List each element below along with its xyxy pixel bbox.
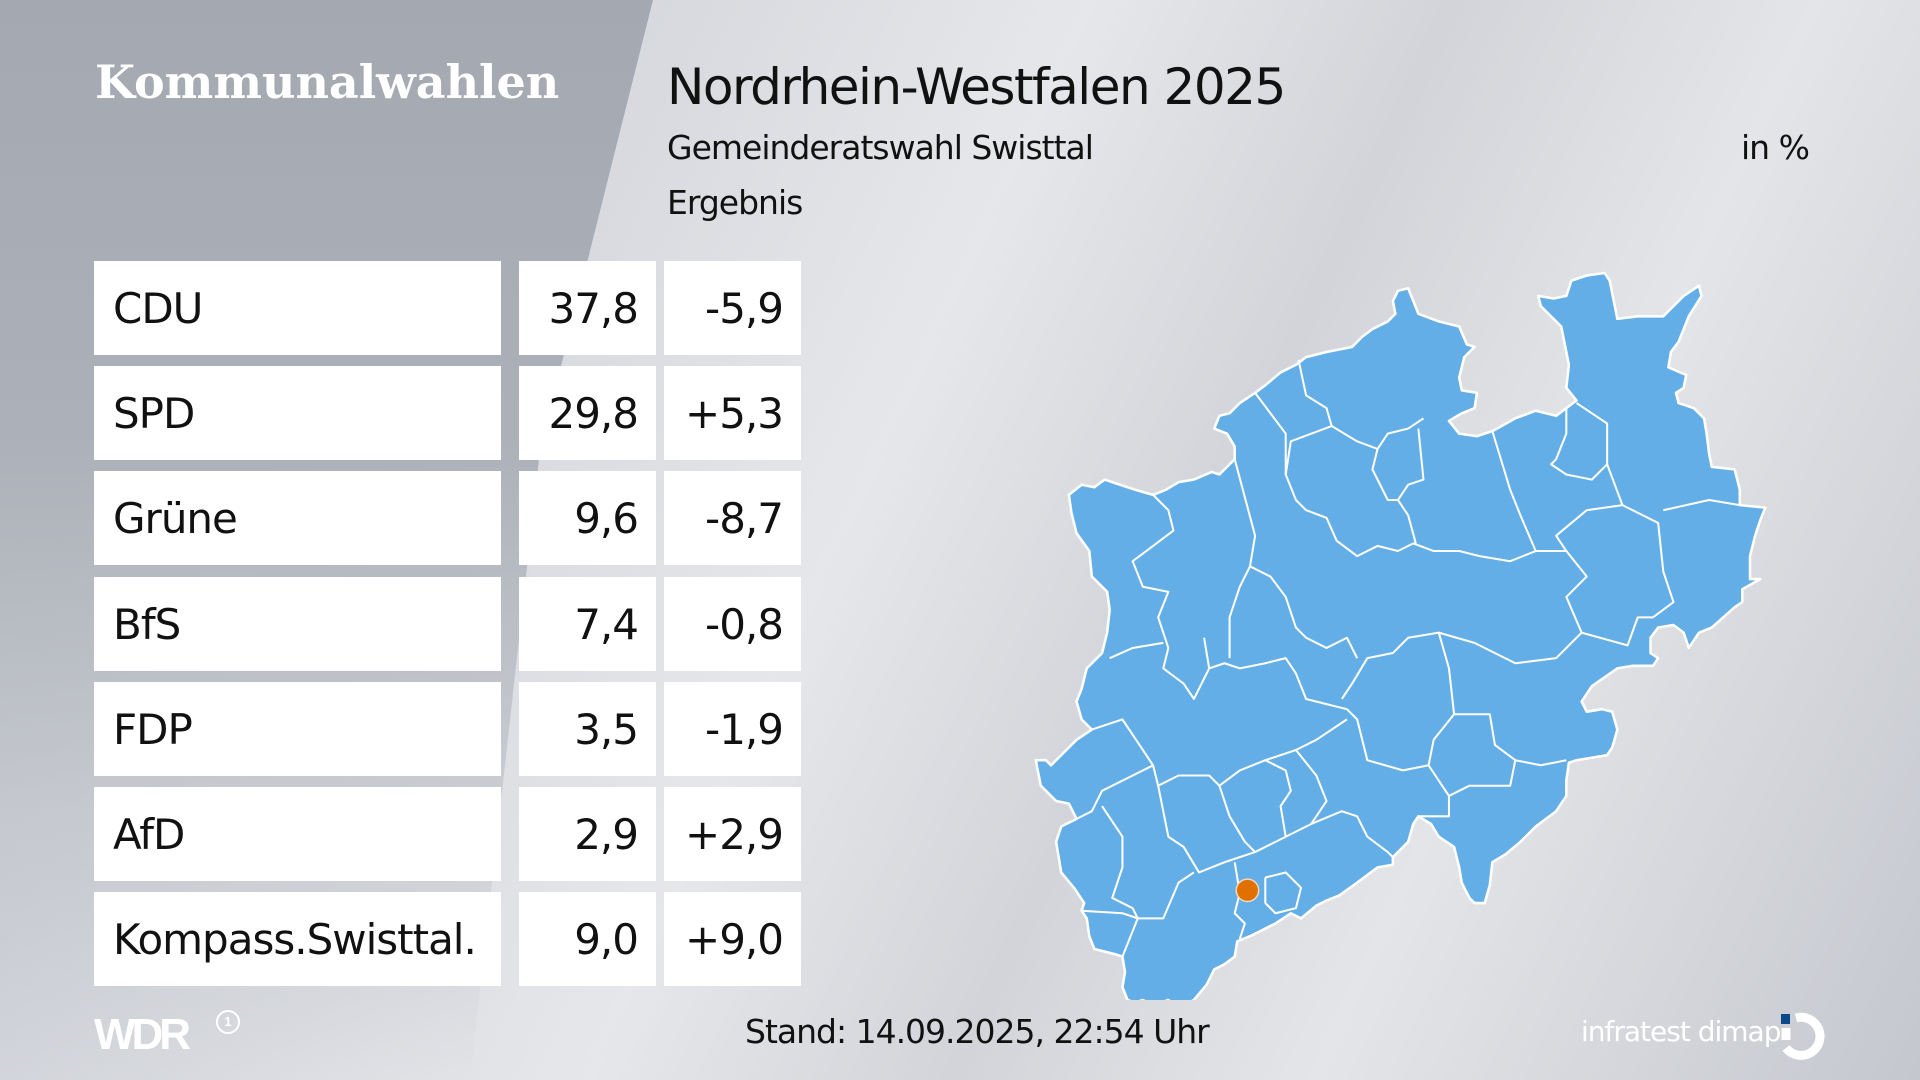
party-change: -0,8: [664, 577, 801, 671]
nrw-state-shape: [1034, 271, 1767, 1000]
timestamp: Stand: 14.09.2025, 22:54 Uhr: [745, 1012, 1210, 1051]
wdr-wordmark: WDR: [94, 1010, 191, 1059]
party-share: 7,4: [519, 577, 656, 671]
infratest-dimap-logo-icon: [1781, 1012, 1825, 1060]
party-change: -5,9: [664, 261, 801, 355]
result-label: Ergebnis: [667, 183, 803, 222]
party-name: CDU: [94, 261, 501, 355]
party-share: 29,8: [519, 366, 656, 460]
party-change: -1,9: [664, 682, 801, 776]
wdr-logo: WDR 1: [94, 1010, 240, 1060]
party-share: 9,0: [519, 892, 656, 986]
party-name: FDP: [94, 682, 501, 776]
party-name: Grüne: [94, 471, 501, 565]
party-name: Kompass.Swisttal.: [94, 892, 501, 986]
election-subtitle: Gemeinderatswahl Swisttal: [667, 128, 1094, 167]
unit-label: in %: [1741, 128, 1810, 167]
party-name: BfS: [94, 577, 501, 671]
swisttal-marker: [1235, 878, 1260, 903]
party-share: 3,5: [519, 682, 656, 776]
party-change: +5,3: [664, 366, 801, 460]
page-title: Nordrhein-Westfalen 2025: [667, 58, 1286, 116]
party-share: 37,8: [519, 261, 656, 355]
district-borders: [1076, 359, 1740, 958]
party-name: AfD: [94, 787, 501, 881]
party-name: SPD: [94, 366, 501, 460]
ard-one-badge-icon: 1: [216, 1010, 240, 1034]
party-share: 9,6: [519, 471, 656, 565]
party-share: 2,9: [519, 787, 656, 881]
nrw-map: [1034, 271, 1767, 1000]
party-change: +9,0: [664, 892, 801, 986]
brand-title: Kommunalwahlen: [95, 55, 560, 109]
infratest-dimap-label: infratest dimap: [1581, 1015, 1781, 1048]
party-change: -8,7: [664, 471, 801, 565]
party-change: +2,9: [664, 787, 801, 881]
